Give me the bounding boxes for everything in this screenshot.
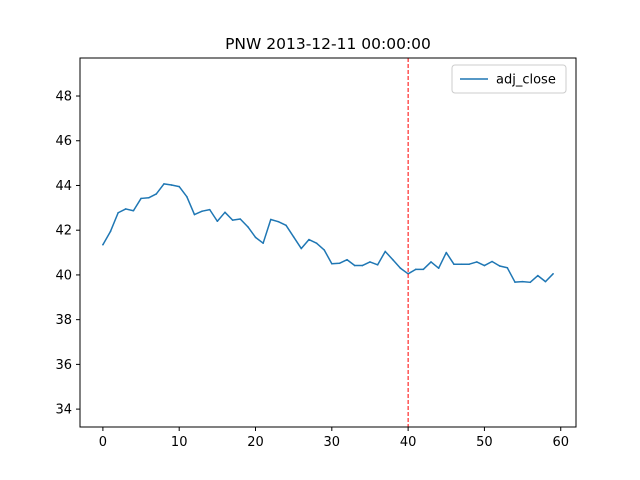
data-point — [262, 242, 264, 244]
data-point — [231, 219, 234, 221]
data-point — [163, 183, 165, 185]
data-point — [140, 197, 142, 200]
data-point — [529, 281, 532, 284]
data-point — [521, 280, 524, 283]
plot-area — [102, 58, 554, 427]
data-point — [277, 220, 280, 223]
data-point — [208, 208, 211, 211]
data-point — [170, 184, 173, 186]
x-tick-label: 20 — [247, 435, 264, 450]
data-point — [453, 263, 455, 265]
data-point — [498, 265, 501, 267]
data-point — [376, 264, 379, 266]
data-point — [476, 261, 478, 263]
y-tick-label: 34 — [55, 403, 72, 418]
y-tick-label: 40 — [55, 268, 72, 283]
chart-title: PNW 2013-12-11 00:00:00 — [225, 35, 431, 53]
y-tick-label: 38 — [55, 313, 72, 328]
data-point — [468, 263, 470, 265]
data-point — [254, 236, 257, 239]
data-point — [269, 218, 272, 221]
x-tick-label: 0 — [99, 435, 107, 450]
data-point — [323, 249, 325, 251]
data-point — [117, 211, 119, 214]
x-tick-label: 30 — [324, 435, 341, 450]
data-point — [346, 258, 348, 261]
data-point — [224, 211, 226, 214]
legend-label: adj_close — [496, 73, 556, 88]
data-point — [193, 213, 196, 216]
data-point — [201, 210, 203, 212]
x-tick-label: 60 — [552, 435, 569, 450]
x-tick-label: 50 — [476, 435, 493, 450]
y-tick-label: 36 — [55, 358, 72, 373]
data-point — [483, 264, 486, 267]
axes-frame — [79, 57, 577, 428]
data-point — [392, 258, 394, 261]
data-point — [300, 247, 303, 250]
data-point — [315, 242, 318, 244]
data-point — [414, 268, 417, 271]
data-point — [537, 274, 539, 277]
data-point — [186, 195, 188, 198]
data-point — [422, 268, 425, 271]
data-point — [514, 281, 516, 283]
x-tick-label: 40 — [400, 435, 417, 450]
data-point — [178, 185, 180, 188]
y-tick-label: 44 — [55, 179, 72, 194]
data-point — [437, 267, 440, 270]
x-tick-label: 10 — [171, 435, 188, 450]
series-line-adj_close — [102, 183, 554, 284]
data-point — [147, 196, 150, 199]
data-point — [353, 264, 356, 267]
data-point — [460, 263, 463, 265]
data-point — [384, 250, 387, 253]
axes: 0 10 20 30 40 50 60 34 36 38 40 42 44 46 48 — [55, 57, 577, 450]
data-point — [369, 261, 371, 263]
data-point — [361, 264, 364, 267]
data-point — [491, 260, 493, 263]
data-point — [552, 273, 554, 275]
data-point — [109, 230, 112, 233]
data-point — [285, 224, 287, 227]
data-point — [544, 280, 547, 283]
data-point — [102, 243, 104, 246]
data-point — [247, 226, 249, 228]
legend-box — [451, 64, 567, 94]
data-point — [399, 267, 402, 270]
data-point — [155, 193, 158, 195]
data-point — [308, 238, 310, 241]
y-tick-label: 48 — [55, 90, 72, 105]
y-tick-label: 42 — [55, 224, 72, 239]
data-point — [292, 236, 295, 238]
legend: adj_close — [451, 64, 567, 94]
data-point — [338, 262, 341, 265]
data-point — [445, 251, 448, 254]
data-point — [239, 218, 242, 220]
data-point — [216, 220, 219, 223]
data-point — [124, 208, 127, 210]
data-point — [132, 209, 135, 212]
data-point — [331, 262, 333, 265]
data-point — [506, 266, 509, 269]
data-point — [430, 261, 432, 263]
y-tick-label: 46 — [55, 134, 72, 149]
